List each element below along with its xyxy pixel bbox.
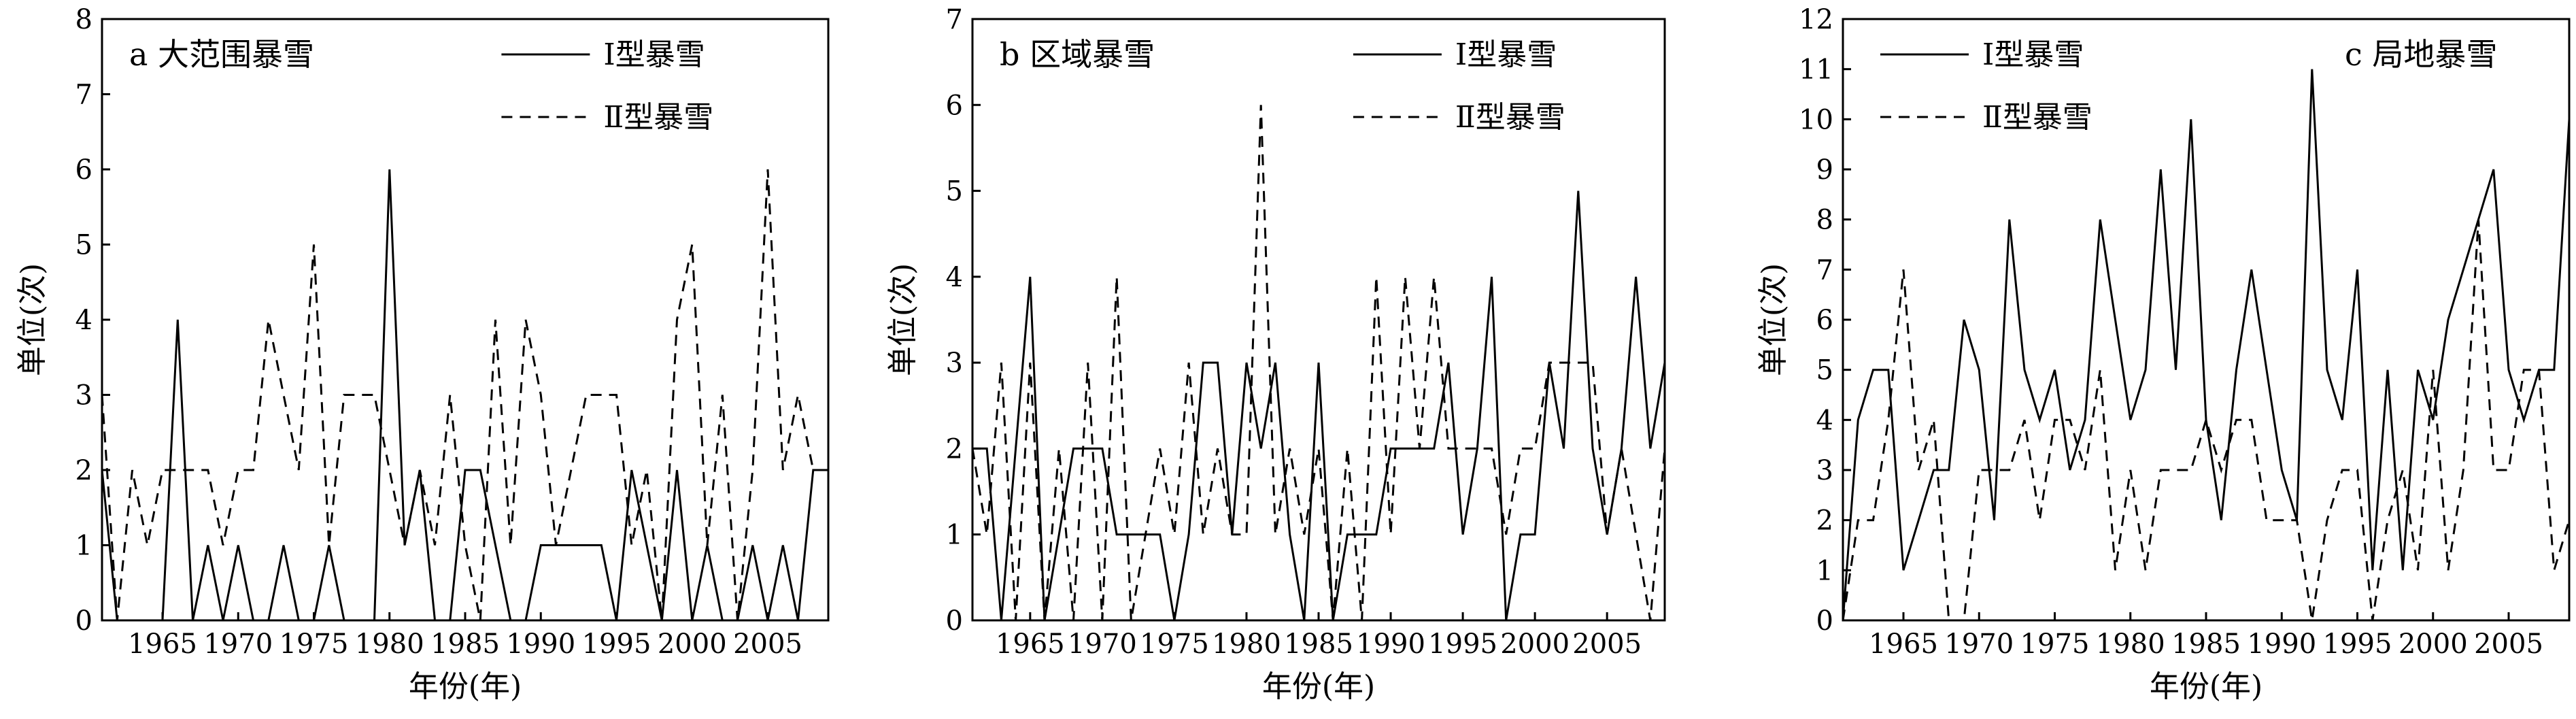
y-tick-label: 0: [946, 605, 963, 637]
y-tick-label: 2: [1816, 505, 1833, 537]
series-line-2: [101, 169, 828, 621]
x-axis-title: 年份(年): [1262, 669, 1375, 704]
x-tick-label: 1965: [1869, 629, 1938, 660]
series-line-1: [101, 169, 828, 622]
y-tick-label: 9: [1816, 154, 1833, 186]
y-tick-label: 5: [1816, 355, 1833, 386]
y-tick-label: 2: [946, 433, 963, 465]
legend-label-1: Ⅰ型暴雪: [1455, 37, 1557, 72]
y-tick-label: 5: [75, 230, 92, 261]
y-tick-label: 5: [946, 176, 963, 207]
legend-label-1: Ⅰ型暴雪: [603, 37, 705, 72]
x-tick-label: 1965: [996, 629, 1065, 660]
x-tick-label: 1965: [128, 629, 197, 660]
panel-label: c 局地暴雪: [2345, 36, 2497, 73]
y-tick-label: 0: [1816, 605, 1833, 637]
x-tick-label: 1985: [1284, 629, 1353, 660]
y-tick-label: 1: [946, 520, 963, 551]
x-tick-label: 1995: [2323, 629, 2392, 660]
y-tick-label: 10: [1799, 104, 1833, 135]
x-tick-label: 1970: [1944, 629, 2014, 660]
y-tick-label: 11: [1799, 54, 1833, 86]
legend-label-2: Ⅱ型暴雪: [1982, 100, 2092, 135]
x-tick-label: 1995: [1428, 629, 1497, 660]
y-tick-label: 4: [946, 262, 963, 293]
panel-b: 0 1 2 3 4 5 6 7 1965 1970 1975 1980 1985 1990 1995 2000…: [885, 4, 1666, 704]
x-tick-label: 2000: [658, 629, 727, 660]
y-tick-label: 3: [1816, 455, 1833, 486]
y-tick-label: 0: [75, 605, 92, 637]
y-tick-label: 4: [75, 305, 92, 336]
y-tick-label: 2: [75, 455, 92, 486]
y-tick-label: 1: [1816, 555, 1833, 586]
x-tick-label: 2005: [733, 629, 802, 660]
x-tick-label: 1990: [1356, 629, 1425, 660]
x-tick-label: 1985: [2171, 629, 2241, 660]
plot-frame: [1842, 18, 2571, 622]
x-tick-label: 1975: [2020, 629, 2090, 660]
series-line-1: [1842, 69, 2571, 621]
x-tick-label: 1985: [430, 629, 500, 660]
legend-label-1: Ⅰ型暴雪: [1982, 37, 2084, 72]
x-tick-label: 1990: [506, 629, 575, 660]
y-tick-label: 1: [75, 531, 92, 562]
y-tick-label: 6: [75, 154, 92, 186]
x-tick-label: 1975: [279, 629, 349, 660]
panel-label: a 大范围暴雪: [129, 36, 314, 73]
y-axis-title: 单位(次): [1756, 263, 1791, 376]
panel-label: b 区域暴雪: [1000, 36, 1155, 73]
x-tick-label: 1970: [203, 629, 273, 660]
x-axis-title: 年份(年): [409, 669, 522, 704]
series-line-2: [1842, 219, 2571, 622]
x-tick-label: 1980: [355, 629, 424, 660]
y-tick-label: 7: [1816, 254, 1833, 286]
y-tick-label: 8: [75, 4, 92, 35]
y-tick-label: 6: [946, 90, 963, 121]
y-tick-label: 6: [1816, 305, 1833, 336]
x-tick-label: 1980: [2096, 629, 2165, 660]
x-tick-label: 2000: [1500, 629, 1570, 660]
y-tick-label: 3: [946, 348, 963, 379]
series-line-2: [971, 105, 1666, 621]
y-tick-label: 12: [1799, 4, 1833, 35]
legend-label-2: Ⅱ型暴雪: [603, 100, 713, 135]
y-tick-label: 7: [946, 4, 963, 35]
x-tick-label: 2000: [2399, 629, 2468, 660]
y-tick-label: 7: [75, 80, 92, 111]
x-tick-label: 1995: [582, 629, 651, 660]
y-tick-label: 4: [1816, 405, 1833, 436]
y-tick-label: 8: [1816, 205, 1833, 236]
y-axis-title: 单位(次): [885, 263, 920, 376]
x-axis-title: 年份(年): [2150, 669, 2263, 704]
legend-label-2: Ⅱ型暴雪: [1455, 100, 1565, 135]
x-tick-label: 2005: [1572, 629, 1642, 660]
plot-frame: [101, 18, 830, 622]
x-tick-label: 1980: [1212, 629, 1281, 660]
x-tick-label: 1970: [1068, 629, 1137, 660]
x-tick-label: 1990: [2247, 629, 2316, 660]
y-axis-title: 单位(次): [15, 263, 50, 376]
y-tick-label: 3: [75, 380, 92, 412]
x-tick-label: 1975: [1140, 629, 1209, 660]
x-tick-label: 2005: [2474, 629, 2543, 660]
